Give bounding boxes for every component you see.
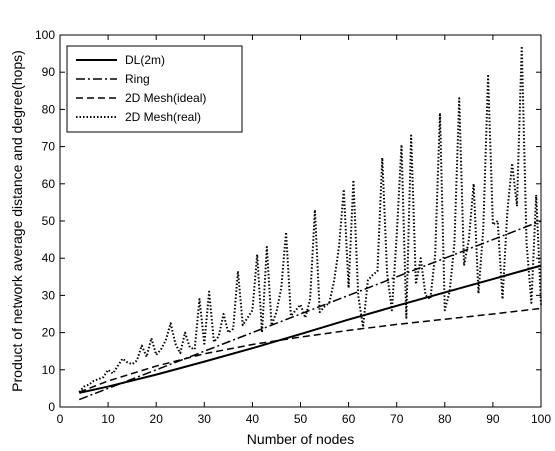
x-tick-label: 0 xyxy=(57,412,64,426)
legend-label-3: 2D Mesh(ideal) xyxy=(125,91,206,105)
x-tick-label: 100 xyxy=(531,412,551,426)
ticks-layer: 0 10 20 30 40 50 60 70 80 90 100 0 10 20 30 40 50 60 70 80 9… xyxy=(35,28,551,426)
series-line-4 xyxy=(78,45,542,393)
x-tick-label: 80 xyxy=(438,412,452,426)
y-tick-label: 0 xyxy=(48,400,55,414)
y-tick-label: 60 xyxy=(42,177,56,191)
series-line-3 xyxy=(78,307,542,393)
y-tick-label: 40 xyxy=(42,251,56,265)
y-tick-label: 50 xyxy=(42,214,56,228)
x-tick-label: 30 xyxy=(198,412,212,426)
x-axis-label: Number of nodes xyxy=(247,431,354,447)
x-tick-label: 60 xyxy=(342,412,356,426)
series-line-2 xyxy=(78,220,542,401)
series-line-1 xyxy=(79,264,542,394)
y-tick-label: 100 xyxy=(35,28,55,42)
legend-label-1: DL(2m) xyxy=(125,53,165,67)
x-tick-label: 90 xyxy=(486,412,500,426)
y-axis-label: Product of network average distance and … xyxy=(9,50,25,392)
series-layer xyxy=(78,45,542,401)
legend: DL(2m) Ring 2D Mesh(ideal) 2D Mesh(real) xyxy=(66,45,243,133)
y-tick-label: 10 xyxy=(42,363,56,377)
legend-label-4: 2D Mesh(real) xyxy=(125,110,201,124)
y-tick-label: 30 xyxy=(42,288,56,302)
x-tick-label: 10 xyxy=(101,412,115,426)
y-tick-label: 20 xyxy=(42,326,56,340)
x-tick-label: 50 xyxy=(294,412,308,426)
x-tick-label: 70 xyxy=(390,412,404,426)
y-tick-label: 90 xyxy=(42,65,56,79)
legend-label-2: Ring xyxy=(125,72,150,86)
y-tick-label: 80 xyxy=(42,102,56,116)
x-tick-label: 40 xyxy=(246,412,260,426)
y-tick-label: 70 xyxy=(42,140,56,154)
x-tick-label: 20 xyxy=(150,412,164,426)
